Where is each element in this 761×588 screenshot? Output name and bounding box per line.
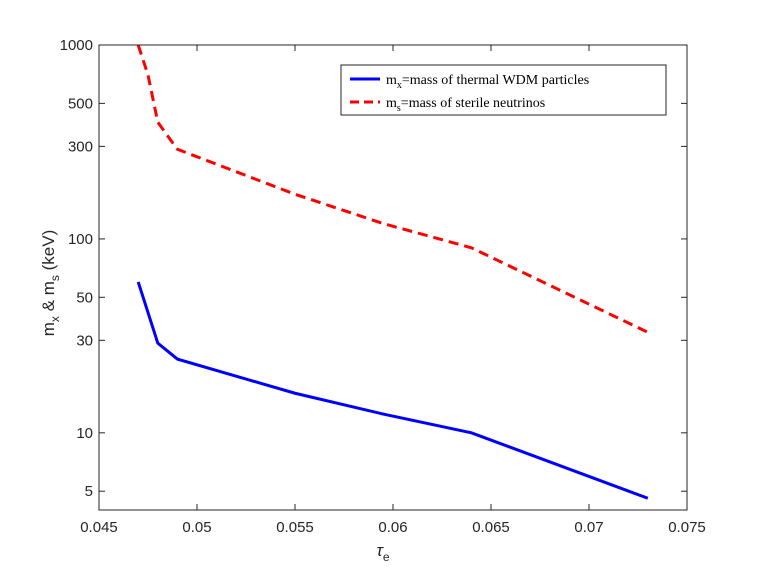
x-tick-label: 0.045 (80, 519, 118, 536)
legend-entry-wdm: mx=mass of thermal WDM particles (386, 73, 589, 91)
y-tick-label: 30 (76, 332, 93, 349)
y-tick-label: 300 (68, 138, 93, 155)
y-tick-label: 100 (68, 231, 93, 248)
y-tick-label: 500 (68, 95, 93, 112)
legend-box (340, 64, 667, 116)
x-tick-label: 0.065 (472, 519, 510, 536)
y-axis-label: mx & ms (keV) (39, 230, 62, 336)
legend-entry-sterile: ms=mass of sterile neutrinos (386, 96, 545, 114)
y-tick-label: 1000 (60, 37, 93, 54)
series-line-sterile (136, 44, 649, 334)
x-tick-label: 0.07 (574, 519, 603, 536)
y-tick-label: 5 (85, 483, 93, 500)
y-tick-label: 10 (76, 425, 93, 442)
plot-lines (136, 44, 649, 500)
x-axis-ticks: 0.045 0.05 0.055 0.06 0.065 0.07 0.075 (80, 45, 706, 536)
y-axis-ticks: 5 10 30 50 100 300 500 1000 (60, 37, 687, 500)
legend: mx=mass of thermal WDM particles ms=mass… (340, 64, 667, 116)
x-tick-label: 0.055 (276, 519, 314, 536)
x-tick-label: 0.05 (182, 519, 211, 536)
x-tick-label: 0.075 (668, 519, 706, 536)
x-axis-label: τe (376, 541, 389, 564)
series-line-wdm (136, 281, 649, 500)
y-tick-label: 50 (76, 289, 93, 306)
x-tick-label: 0.06 (378, 519, 407, 536)
